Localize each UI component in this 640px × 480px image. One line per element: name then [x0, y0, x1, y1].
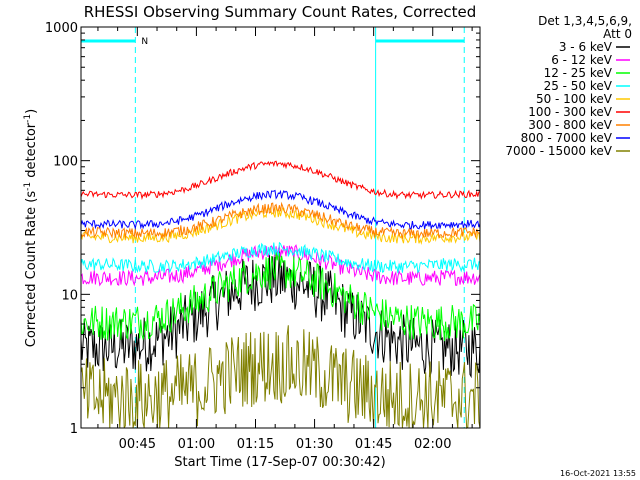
- x-tick-label-3: 01:30: [296, 437, 333, 452]
- legend-header-detectors: Det 1,3,4,5,6,9,: [538, 14, 632, 28]
- y-tick-label-0: 1: [70, 422, 78, 437]
- series-line-1: [80, 244, 481, 287]
- legend-label-8: 7000 - 15000 keV: [505, 144, 612, 158]
- legend-label-1: 6 - 12 keV: [551, 53, 613, 67]
- y-tick-label-1: 10: [61, 288, 78, 303]
- series-line-2: [80, 252, 481, 342]
- x-tick-label-1: 01:00: [178, 437, 215, 452]
- legend-label-3: 25 - 50 keV: [544, 79, 613, 93]
- y-label-sup1: -1: [23, 182, 33, 191]
- chart-title: RHESSI Observing Summary Count Rates, Co…: [84, 3, 477, 21]
- series-line-4: [80, 206, 481, 246]
- series-line-3: [80, 241, 481, 274]
- series-line-5: [80, 160, 481, 200]
- series-line-6: [80, 201, 481, 240]
- series-line-7: [80, 189, 481, 231]
- y-label-sup2: -1: [23, 114, 33, 123]
- legend-header-attenuator: Att 0: [603, 27, 632, 41]
- y-label-main: Corrected Count Rate (s: [24, 191, 39, 348]
- legend-label-7: 800 - 7000 keV: [521, 131, 613, 145]
- x-tick-label-4: 01:45: [355, 437, 392, 452]
- y-label-mid: detector: [24, 122, 39, 182]
- flag-label-0: N: [141, 37, 148, 47]
- x-tick-label-2: 01:15: [237, 437, 274, 452]
- y-label-end: ): [24, 109, 39, 114]
- y-tick-label-3: 1000: [45, 21, 78, 36]
- y-tick-label-2: 100: [53, 155, 78, 170]
- series-line-8: [80, 325, 481, 429]
- legend-label-0: 3 - 6 keV: [559, 40, 613, 54]
- x-axis-label: Start Time (17-Sep-07 00:30:42): [174, 455, 385, 470]
- plot-frame: [80, 26, 481, 429]
- plot-area: N: [80, 27, 481, 429]
- legend-label-4: 50 - 100 keV: [536, 92, 613, 106]
- x-tick-label-0: 00:45: [119, 437, 156, 452]
- legend-label-5: 100 - 300 keV: [528, 105, 612, 119]
- legend-label-2: 12 - 25 keV: [544, 66, 613, 80]
- timestamp: 16-Oct-2021 13:55: [560, 469, 636, 478]
- legend-label-6: 300 - 800 keV: [528, 118, 612, 132]
- x-tick-label-5: 02:00: [414, 437, 451, 452]
- axes: 1 10 100 1000 00:45 01:00 01:15 01:30 01:45 02:00: [45, 21, 480, 452]
- y-axis-label: Corrected Count Rate (s-1 detector-1): [23, 109, 39, 347]
- series-line-0: [80, 250, 481, 379]
